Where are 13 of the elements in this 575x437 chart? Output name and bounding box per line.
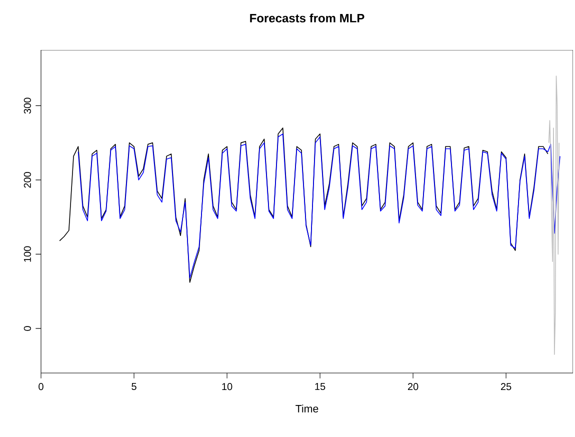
x-tick-label: 15 xyxy=(315,383,326,390)
x-axis-title: Time xyxy=(296,404,318,412)
y-tick-label: 100 xyxy=(24,246,31,262)
x-tick-label: 10 xyxy=(222,383,232,390)
x-tick-label: 5 xyxy=(132,383,136,390)
y-tick-label: 300 xyxy=(24,98,31,114)
line-series xyxy=(548,76,560,355)
y-tick-label: 200 xyxy=(24,172,31,188)
x-tick-label: 0 xyxy=(38,383,44,390)
x-tick-label: 20 xyxy=(408,383,418,390)
x-tick-label: 25 xyxy=(500,383,512,390)
y-tick-label: 0 xyxy=(24,326,31,331)
chart-title: Forecasts from MLP xyxy=(250,14,364,22)
